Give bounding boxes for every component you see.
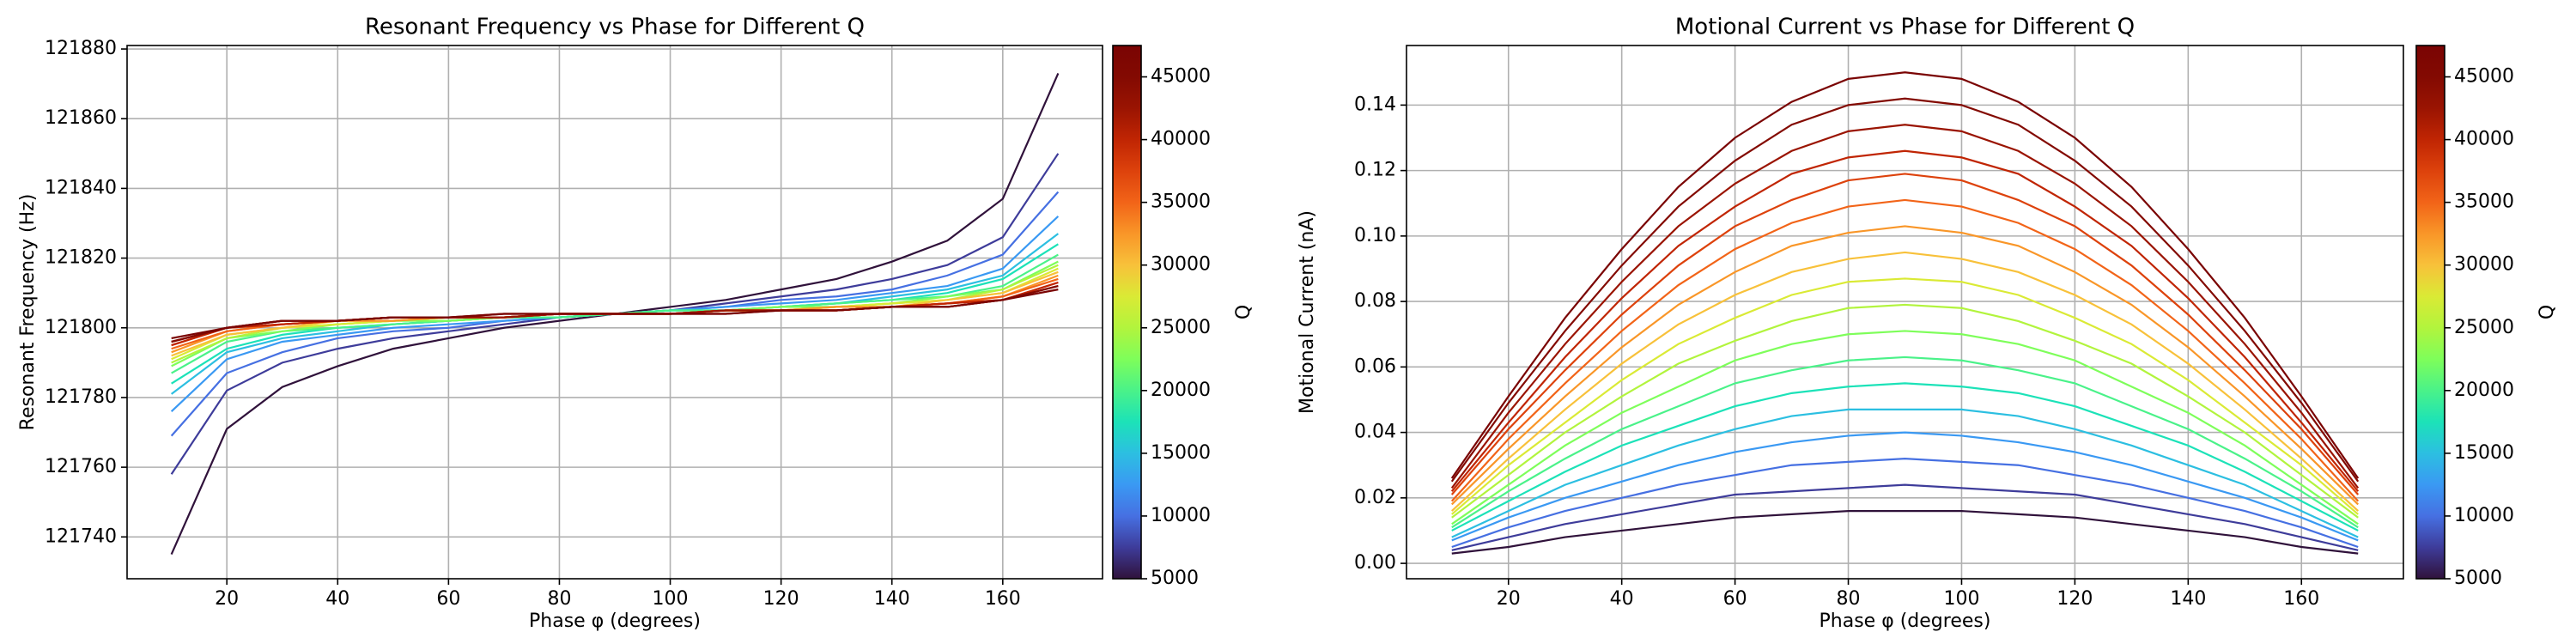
x-tick-label: 140 <box>2170 588 2206 610</box>
y-tick-label: 121800 <box>45 317 117 338</box>
series-line <box>1450 225 2360 506</box>
y-tick-label: 0.00 <box>1354 552 1396 574</box>
colorbar-tick-label: 25000 <box>2454 317 2514 338</box>
axes-frame <box>1406 45 2404 580</box>
x-tick-label: 40 <box>325 588 349 610</box>
colorbar-tick-label: 25000 <box>1151 317 1211 338</box>
series-line <box>1451 277 2359 515</box>
x-tick-label: 20 <box>1497 588 1521 610</box>
x-axis-label: Phase φ (degrees) <box>529 611 701 632</box>
series-line <box>1450 124 2360 489</box>
series-line <box>1451 408 2359 538</box>
y-tick-label: 0.10 <box>1354 225 1396 246</box>
colorbar-tick-label: 45000 <box>2454 66 2514 88</box>
colorbar <box>1112 45 1142 580</box>
colorbar-tick-label: 15000 <box>1151 442 1211 464</box>
x-axis-label: Phase φ (degrees) <box>1820 611 1991 632</box>
series-line <box>1451 251 2359 512</box>
y-tick-label: 0.14 <box>1354 94 1396 115</box>
axes-frame <box>126 45 1103 580</box>
y-tick-label: 0.02 <box>1354 487 1396 508</box>
y-tick-label: 0.04 <box>1354 422 1396 443</box>
y-tick-label: 121840 <box>45 177 117 198</box>
y-axis-label: Resonant Frequency (Hz) <box>17 194 39 431</box>
y-tick-label: 121860 <box>45 107 117 129</box>
x-tick-label: 60 <box>436 588 460 610</box>
y-tick-label: 0.08 <box>1354 290 1396 312</box>
colorbar-tick-label: 45000 <box>1151 66 1211 88</box>
colorbar-tick-label: 30000 <box>1151 254 1211 276</box>
colorbar-tick-label: 35000 <box>2454 191 2514 213</box>
colorbar-tick-label: 40000 <box>1151 129 1211 150</box>
chart-title: Motional Current vs Phase for Different … <box>1675 15 2135 40</box>
x-tick-label: 160 <box>985 588 1021 610</box>
colorbar-tick-label: 5000 <box>2454 568 2502 589</box>
colorbar-tick-label: 20000 <box>1151 380 1211 401</box>
series-line <box>1451 457 2359 549</box>
x-tick-label: 20 <box>215 588 239 610</box>
y-tick-label: 121820 <box>45 247 117 269</box>
series-line <box>1450 198 2360 502</box>
y-tick-label: 0.06 <box>1354 355 1396 377</box>
series-line <box>1451 330 2359 526</box>
colorbar-tick-label: 30000 <box>2454 254 2514 276</box>
series-line <box>1451 303 2359 519</box>
x-tick-label: 160 <box>2283 588 2319 610</box>
x-tick-label: 100 <box>1943 588 1979 610</box>
colorbar-tick-label: 15000 <box>2454 442 2514 464</box>
y-axis-label: Motional Current (nA) <box>1297 210 1318 414</box>
series-line <box>1450 149 2360 492</box>
colorbar-tick-label: 40000 <box>2454 129 2514 150</box>
series-line <box>1451 483 2359 551</box>
y-tick-label: 121780 <box>45 386 117 408</box>
colorbar-tick-label: 10000 <box>2454 505 2514 526</box>
x-tick-label: 100 <box>653 588 689 610</box>
colorbar-label: Q <box>1233 305 1255 319</box>
series-line <box>1451 509 2359 555</box>
colorbar-tick-label: 5000 <box>1151 568 1199 589</box>
series-line <box>171 289 1059 340</box>
x-tick-label: 120 <box>763 588 799 610</box>
series-line <box>1450 173 2360 495</box>
y-tick-label: 0.12 <box>1354 160 1396 181</box>
series-line <box>1451 431 2359 542</box>
series-line <box>1451 382 2359 532</box>
colorbar-tick-label: 20000 <box>2454 380 2514 401</box>
y-tick-label: 121880 <box>45 38 117 59</box>
y-tick-label: 121760 <box>45 456 117 477</box>
x-tick-label: 140 <box>874 588 910 610</box>
x-tick-label: 60 <box>1723 588 1747 610</box>
x-tick-label: 80 <box>1837 588 1861 610</box>
series-line <box>1450 97 2360 483</box>
chart-title: Resonant Frequency vs Phase for Differen… <box>365 15 865 40</box>
colorbar <box>2415 45 2445 580</box>
y-tick-label: 121740 <box>45 526 117 547</box>
x-tick-label: 120 <box>2057 588 2093 610</box>
series-line <box>1450 71 2360 479</box>
colorbar-tick-label: 35000 <box>1151 191 1211 213</box>
x-tick-label: 80 <box>547 588 571 610</box>
colorbar-label: Q <box>2537 305 2558 319</box>
x-tick-label: 40 <box>1610 588 1634 610</box>
series-line <box>1451 355 2359 529</box>
colorbar-tick-label: 10000 <box>1151 505 1211 526</box>
